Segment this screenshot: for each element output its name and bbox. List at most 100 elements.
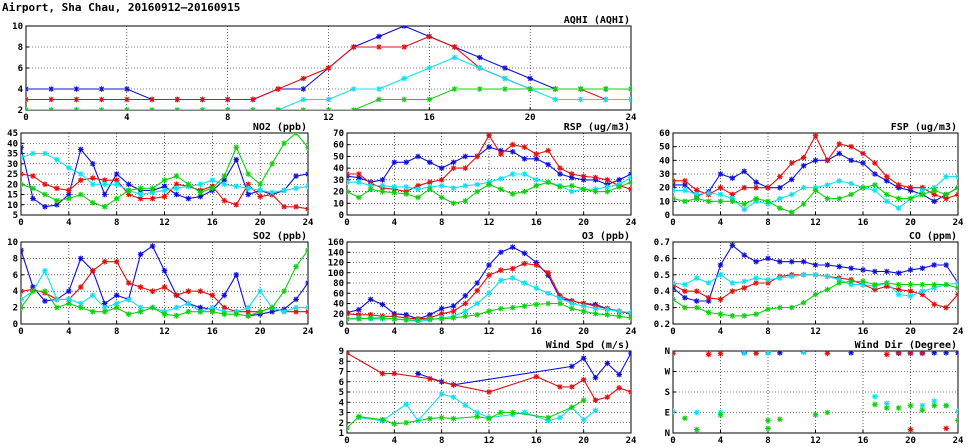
- rsp-green-point: [545, 179, 551, 185]
- y-tick-label: 9: [339, 347, 344, 357]
- fsp-green-point: [824, 195, 831, 202]
- so2-green-point: [30, 288, 36, 294]
- x-tick-label: 4: [392, 218, 398, 228]
- fsp-red-point: [673, 178, 676, 184]
- o3-cyan-point: [616, 308, 622, 314]
- aqhi-cyan-point: [350, 86, 357, 92]
- so2-cyan-point: [21, 296, 24, 303]
- so2-blue-point: [21, 247, 24, 253]
- wspd-green-point: [569, 404, 575, 411]
- y-tick-label: 120: [328, 259, 344, 269]
- rsp-cyan-point: [521, 171, 528, 177]
- so2-blue-point: [101, 300, 108, 307]
- wdir-cyan-point: [673, 408, 676, 415]
- co-green-point: [836, 280, 843, 286]
- no2-blue-point: [185, 195, 192, 202]
- so2-green-point: [257, 308, 263, 315]
- wspd-cyan-point: [403, 401, 409, 408]
- no2-green-point: [161, 177, 168, 183]
- no2-cyan-point: [42, 150, 48, 157]
- fsp-blue-point: [872, 171, 878, 177]
- rsp-blue-point: [450, 159, 457, 166]
- rsp-title: RSP (ug/m3): [564, 122, 630, 133]
- wspd-blue-point: [604, 360, 611, 367]
- so2-cyan-point: [42, 267, 48, 274]
- fsp-blue-point: [741, 168, 748, 175]
- so2-blue-point: [293, 296, 299, 303]
- so2-green-point: [54, 304, 60, 311]
- no2-cyan-point: [197, 181, 204, 188]
- so2-blue-point: [269, 308, 275, 315]
- no2-cyan-point: [113, 181, 120, 188]
- aqhi-red-point: [451, 44, 458, 50]
- co-green-point: [860, 278, 866, 285]
- aqhi-green-point: [73, 107, 80, 110]
- y-tick-label: N: [665, 429, 670, 439]
- no2-green-point: [66, 195, 72, 202]
- so2-green-point: [161, 311, 168, 317]
- aqhi-red-point: [149, 96, 155, 103]
- o3-red-point: [545, 269, 551, 276]
- co-green-point: [777, 304, 783, 311]
- y-tick-label: 0: [13, 320, 18, 330]
- co-cyan-point: [800, 272, 807, 278]
- wspd-cyan-point: [450, 394, 457, 400]
- rsp-blue-point: [403, 159, 409, 166]
- fsp-green-point: [860, 184, 866, 191]
- fsp-blue-point: [931, 198, 938, 205]
- wspd-plot-area: [347, 351, 631, 431]
- no2-red-point: [161, 193, 168, 200]
- aqhi-blue-point: [26, 86, 29, 92]
- rsp-red-point: [356, 171, 362, 177]
- aqhi-red-point: [376, 44, 382, 50]
- no2-red-point: [257, 193, 263, 200]
- y-tick-label: 60: [333, 141, 344, 151]
- so2-plot-area: [21, 243, 308, 319]
- x-tick-label: 24: [953, 436, 964, 446]
- rsp-blue-point: [616, 177, 622, 183]
- aqhi-blue-point: [476, 54, 483, 61]
- wdir-red-point: [895, 351, 902, 357]
- fsp-red-point: [836, 141, 843, 147]
- no2-blue-point: [305, 171, 308, 177]
- aqhi-red-point: [250, 96, 256, 103]
- wspd-green-point: [403, 419, 409, 426]
- so2-green-point: [245, 313, 252, 319]
- fsp-green-point: [673, 195, 676, 202]
- so2-cyan-point: [293, 304, 299, 311]
- y-tick-label: 50: [659, 143, 670, 153]
- fsp-red-point: [682, 178, 688, 184]
- no2-cyan-point: [257, 187, 263, 194]
- no2-green-point: [221, 173, 228, 179]
- fsp-cyan-point: [824, 182, 831, 188]
- no2-red-point: [101, 177, 108, 183]
- no2-red-point: [233, 201, 240, 208]
- no2-red-point: [113, 177, 120, 183]
- rsp-cyan-point: [450, 185, 457, 191]
- no2-blue-point: [161, 183, 168, 190]
- aqhi-red-point: [426, 33, 433, 40]
- y-tick-label: 10: [12, 22, 23, 32]
- co-blue-point: [860, 267, 866, 273]
- y-tick-label: 25: [7, 170, 18, 180]
- co-blue-point: [907, 267, 914, 273]
- rsp-red-point: [438, 177, 445, 183]
- aqhi-cyan-point: [300, 96, 307, 103]
- rsp-red-point: [498, 151, 504, 157]
- so2-red-point: [173, 292, 180, 299]
- so2-red-point: [197, 288, 204, 294]
- x-tick-label: 16: [207, 327, 218, 337]
- fsp-blue-point: [883, 178, 890, 184]
- wspd-green-point: [509, 409, 516, 416]
- rsp-blue-point: [545, 161, 551, 168]
- no2-green-point: [305, 144, 308, 151]
- rsp-red-point: [592, 174, 599, 181]
- rsp-blue-point: [498, 147, 504, 154]
- x-tick-label: 0: [18, 327, 23, 337]
- aqhi-red-point: [350, 44, 357, 50]
- no2-green-point: [281, 140, 287, 147]
- wdir-cyan-point: [741, 351, 748, 357]
- fsp-cyan-point: [883, 198, 890, 205]
- wspd-red-point: [604, 394, 611, 400]
